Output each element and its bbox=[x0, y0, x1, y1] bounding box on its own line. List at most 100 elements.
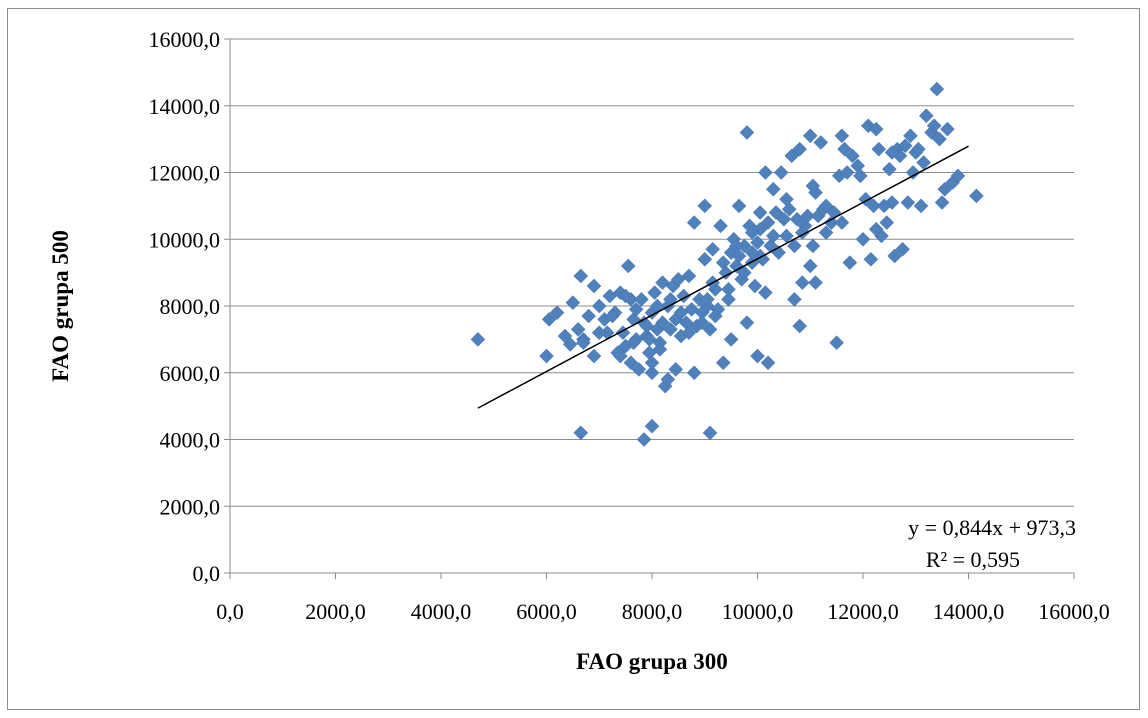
data-point bbox=[655, 315, 670, 331]
data-point bbox=[573, 268, 589, 284]
data-point bbox=[765, 228, 781, 244]
data-point bbox=[918, 108, 934, 124]
data-point bbox=[779, 191, 794, 207]
data-point bbox=[723, 332, 739, 347]
data-point bbox=[758, 285, 773, 301]
data-point bbox=[926, 118, 942, 134]
data-point bbox=[752, 205, 768, 220]
data-point bbox=[639, 318, 655, 334]
chart-frame: 0,0 2000,0 4000,0 6000,0 8000,0 10000,0 12000,… bbox=[7, 8, 1140, 710]
data-point bbox=[765, 181, 781, 197]
data-point bbox=[731, 198, 747, 214]
data-point bbox=[900, 195, 916, 210]
data-point bbox=[713, 218, 728, 234]
data-point bbox=[731, 248, 747, 264]
data-point bbox=[644, 355, 660, 371]
data-point bbox=[586, 278, 602, 294]
data-point bbox=[694, 315, 710, 331]
data-point bbox=[768, 205, 784, 220]
data-point bbox=[837, 141, 852, 157]
y-tick-label: 6000,0 bbox=[160, 361, 221, 386]
data-point bbox=[781, 201, 797, 217]
scatter-plot: 0,0 2000,0 4000,0 6000,0 8000,0 10000,0 12000,… bbox=[48, 27, 1110, 674]
data-point bbox=[911, 141, 926, 157]
data-point bbox=[805, 238, 821, 254]
data-point bbox=[776, 211, 792, 227]
data-point bbox=[818, 198, 834, 214]
data-point bbox=[705, 241, 721, 257]
data-point bbox=[760, 215, 776, 230]
data-point bbox=[758, 165, 773, 180]
data-point bbox=[700, 291, 715, 307]
data-point bbox=[565, 295, 581, 311]
data-points bbox=[470, 81, 984, 447]
data-point bbox=[591, 298, 607, 314]
data-point bbox=[784, 148, 800, 164]
data-point bbox=[707, 308, 723, 324]
data-point bbox=[642, 332, 657, 347]
data-point bbox=[618, 288, 633, 304]
data-point bbox=[750, 235, 765, 250]
y-tick-labels: 0,0 2000,0 4000,0 6000,0 8000,0 10000,0 12000,… bbox=[149, 27, 221, 586]
y-tick-label: 10000,0 bbox=[149, 227, 221, 252]
data-point bbox=[628, 301, 644, 317]
data-point bbox=[576, 335, 591, 351]
x-tick-label: 16000,0 bbox=[1038, 599, 1110, 624]
y-tick-label: 0,0 bbox=[193, 561, 221, 586]
axes bbox=[224, 38, 1075, 579]
data-point bbox=[697, 251, 713, 267]
data-point bbox=[868, 121, 884, 137]
data-point bbox=[871, 141, 887, 157]
x-axis-title: FAO grupa 300 bbox=[576, 649, 728, 674]
y-tick-label: 4000,0 bbox=[160, 428, 221, 453]
gridlines bbox=[230, 38, 1074, 507]
data-point bbox=[663, 322, 678, 337]
data-point bbox=[750, 348, 765, 364]
data-point bbox=[612, 348, 628, 364]
data-point bbox=[853, 168, 868, 184]
data-point bbox=[470, 332, 486, 347]
data-point bbox=[940, 121, 955, 137]
data-point bbox=[929, 81, 945, 97]
data-point bbox=[866, 198, 881, 214]
data-point bbox=[879, 215, 895, 230]
data-point bbox=[570, 322, 586, 337]
data-point bbox=[739, 315, 755, 331]
data-point bbox=[884, 145, 900, 160]
data-point bbox=[718, 265, 734, 280]
trendline bbox=[477, 145, 969, 409]
y-tick-label: 12000,0 bbox=[149, 161, 221, 186]
data-point bbox=[842, 255, 858, 270]
data-point bbox=[715, 255, 731, 270]
data-point bbox=[969, 188, 984, 204]
data-point bbox=[813, 135, 829, 150]
data-point bbox=[802, 128, 818, 144]
y-axis-title: FAO grupa 500 bbox=[48, 230, 73, 382]
x-tick-label: 4000,0 bbox=[411, 599, 472, 624]
y-tick-label: 14000,0 bbox=[149, 94, 221, 119]
data-point bbox=[760, 355, 776, 371]
data-point bbox=[834, 128, 850, 144]
data-point bbox=[839, 165, 855, 180]
data-point bbox=[787, 291, 802, 307]
data-point bbox=[697, 198, 713, 214]
data-point bbox=[887, 248, 903, 264]
data-point bbox=[581, 308, 597, 324]
data-point bbox=[739, 125, 755, 140]
y-tick-label: 2000,0 bbox=[160, 494, 221, 519]
x-tick-labels: 0,0 2000,0 4000,0 6000,0 8000,0 10000,0 12000,… bbox=[216, 599, 1110, 624]
data-point bbox=[773, 165, 789, 180]
data-point bbox=[845, 148, 860, 164]
data-point bbox=[636, 432, 652, 447]
data-point bbox=[634, 291, 649, 307]
x-tick-label: 6000,0 bbox=[516, 599, 577, 624]
data-point bbox=[744, 245, 760, 260]
data-point bbox=[829, 335, 844, 351]
data-point bbox=[631, 362, 647, 377]
data-point bbox=[721, 291, 736, 307]
data-point bbox=[702, 425, 718, 441]
data-point bbox=[794, 275, 810, 290]
data-point bbox=[686, 365, 702, 381]
data-point bbox=[702, 322, 718, 337]
data-point bbox=[668, 362, 684, 377]
